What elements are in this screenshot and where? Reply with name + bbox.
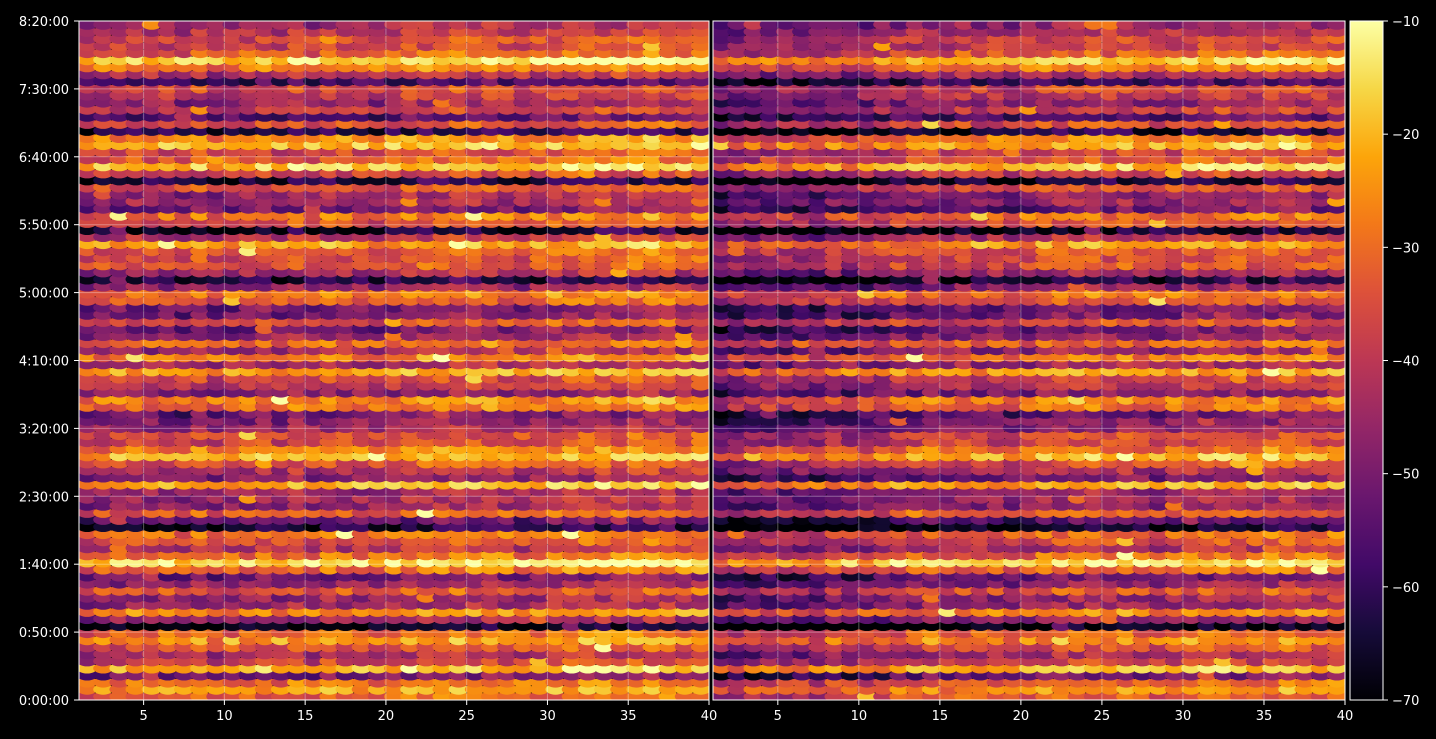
y-tick-label: 6:40:00 — [19, 151, 69, 166]
y-tick-label: 0:50:00 — [19, 626, 69, 641]
y-tick-label: 2:30:00 — [19, 490, 69, 505]
y-tick-label: 3:20:00 — [19, 422, 69, 437]
x-tick-label: 35 — [620, 709, 637, 724]
y-tick-label: 0:00:00 — [19, 694, 69, 709]
x-tick-label: 30 — [539, 709, 556, 724]
heatmap-right-panel: 5 10 15 20 25 30 35 40 — [712, 20, 1353, 724]
x-tick-label: 40 — [701, 709, 718, 724]
heatmap-left-panel: 5 10 15 20 25 30 35 40 0:00:00 0:50:00 1:40:00 2:3… — [19, 15, 717, 724]
y-tick-label: 1:40:00 — [19, 558, 69, 573]
x-tick-label: 25 — [458, 709, 475, 724]
y-tick-label: 5:00:00 — [19, 287, 69, 302]
y-tick-label: 8:20:00 — [19, 15, 69, 30]
x-tick-label: 5 — [139, 709, 147, 724]
x-tick-label: 10 — [216, 709, 233, 724]
y-tick-label: 5:50:00 — [19, 219, 69, 234]
y-tick-label: 7:30:00 — [19, 83, 69, 98]
y-tick-label: 4:10:00 — [19, 355, 69, 370]
heatmap-cells-left — [79, 21, 709, 700]
x-tick-label: 20 — [378, 709, 395, 724]
x-tick-label: 15 — [297, 709, 314, 724]
